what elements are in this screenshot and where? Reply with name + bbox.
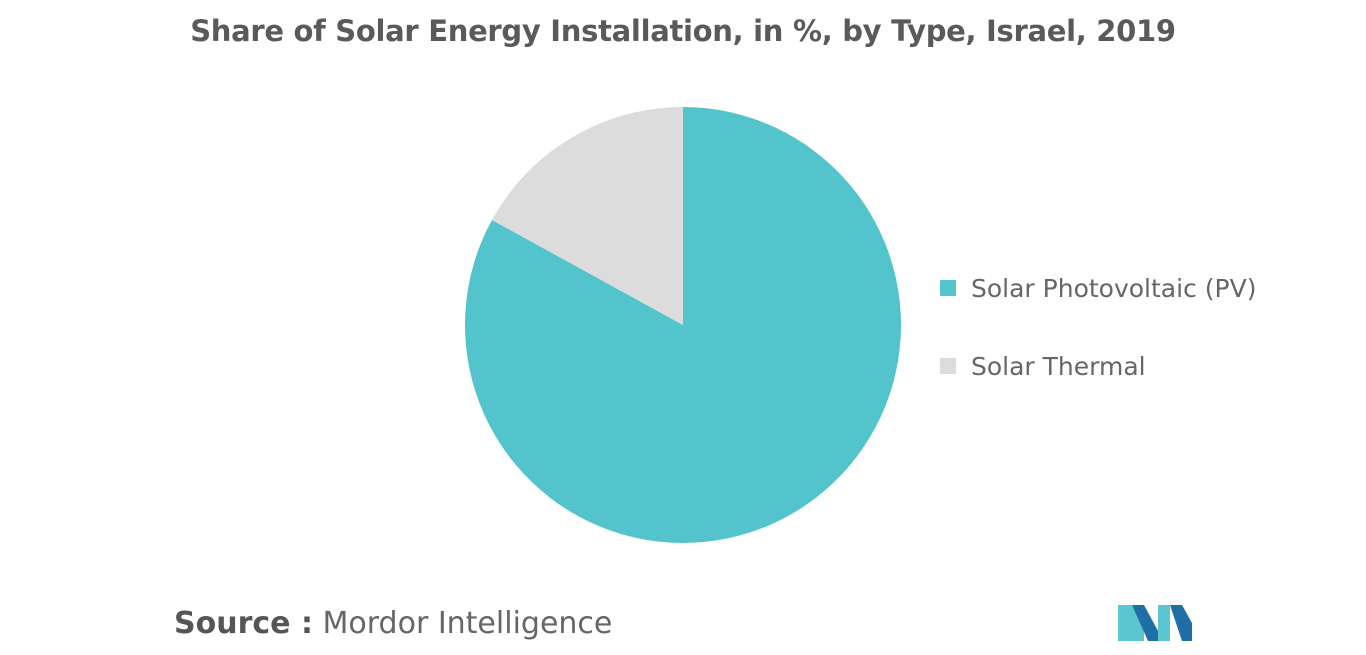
chart-legend: Solar Photovoltaic (PV) Solar Thermal (940, 268, 1256, 424)
source-value: Mordor Intelligence (322, 606, 613, 641)
legend-item-pv: Solar Photovoltaic (PV) (940, 268, 1256, 308)
legend-label-pv: Solar Photovoltaic (PV) (971, 273, 1257, 303)
source-note: Source : Mordor Intelligence (174, 606, 612, 641)
pie-slice-solar-thermal (491, 106, 683, 325)
chart-title: Share of Solar Energy Installation, in %… (190, 14, 1176, 48)
mordor-intelligence-logo-icon (1118, 605, 1192, 641)
pie-slice-solar-photovoltaic-pv (465, 107, 902, 544)
source-label: Source : (174, 606, 313, 641)
legend-item-thermal: Solar Thermal (940, 346, 1256, 386)
legend-swatch-thermal (940, 358, 956, 374)
legend-label-thermal: Solar Thermal (971, 351, 1146, 381)
pie-slices (465, 106, 902, 544)
legend-swatch-pv (940, 280, 956, 296)
